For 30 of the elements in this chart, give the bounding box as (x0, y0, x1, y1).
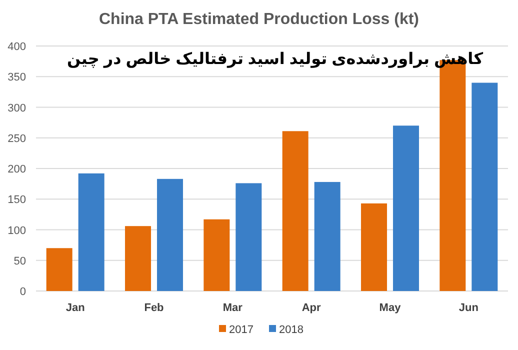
legend-label: 2018 (279, 324, 304, 336)
y-tick-label: 0 (20, 286, 26, 298)
bar (282, 131, 308, 291)
bar (125, 226, 151, 291)
x-tick-label: Mar (222, 302, 244, 314)
bar (157, 178, 183, 291)
bar (361, 203, 387, 291)
chart-subtitle: کاهش براوردشده‌ی تولید اسید ترفتالیک خالص در چین (66, 51, 484, 68)
legend-label: 2017 (229, 324, 254, 336)
x-tick-label: Jun (458, 302, 479, 314)
bar (78, 173, 104, 291)
x-tick-label: May (379, 302, 402, 314)
bar (393, 126, 419, 291)
y-tick-label: 100 (8, 224, 26, 237)
y-tick-label: 400 (8, 41, 26, 53)
bar (204, 219, 230, 291)
bar (46, 248, 72, 291)
bar (314, 182, 340, 291)
bar (236, 183, 262, 291)
x-tick-label: Jan (66, 302, 86, 314)
bar (472, 82, 498, 291)
chart-title: China PTA Estimated Production Loss (kt) (98, 11, 420, 28)
x-tick-label: Feb (144, 302, 164, 314)
y-tick-label: 250 (8, 132, 26, 145)
x-tick-label: Apr (302, 302, 322, 314)
y-tick-label: 150 (8, 194, 26, 206)
y-tick-label: 350 (8, 72, 26, 84)
y-tick-label: 200 (8, 164, 26, 176)
y-tick-label: 300 (8, 102, 26, 114)
y-tick-label: 50 (14, 255, 26, 268)
